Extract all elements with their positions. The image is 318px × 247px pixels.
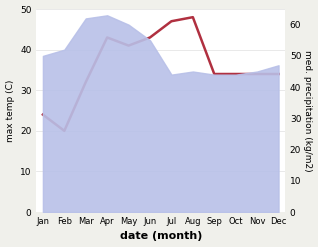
Y-axis label: max temp (C): max temp (C): [5, 79, 15, 142]
Y-axis label: med. precipitation (kg/m2): med. precipitation (kg/m2): [303, 50, 313, 171]
X-axis label: date (month): date (month): [120, 231, 202, 242]
